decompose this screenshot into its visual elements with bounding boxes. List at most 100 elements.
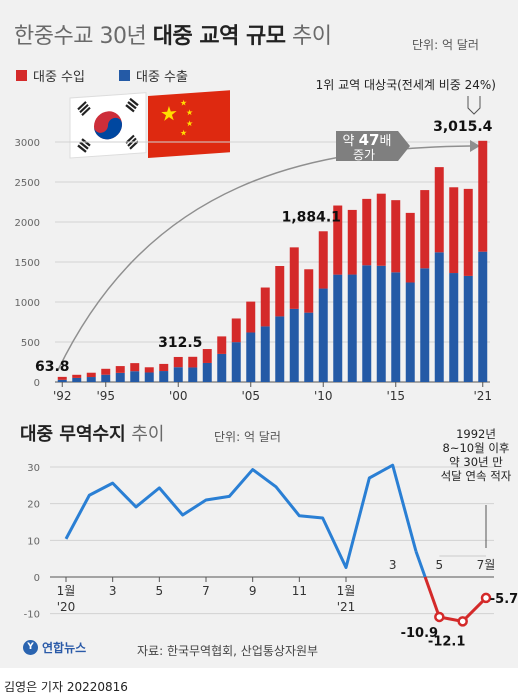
infographic-card: 한중수교 30년 대중 교역 규모 추이 단위: 억 달러 대중 수입 대중 수… [0,0,518,668]
trade-y-tick: 1000 [15,298,40,309]
bar-export-1994 [86,377,96,382]
balance-x-tick-label: 3 [109,584,117,598]
south-korea-flag [69,92,147,159]
bar-export-2012 [347,274,357,382]
legend-import: 대중 수입 [16,66,85,85]
svg-text:★: ★ [160,101,178,126]
bar-import-2018 [434,167,444,253]
bar-export-1995 [101,374,111,382]
bar-import-2009 [304,269,314,313]
trade-x-tick-label: '00 [169,389,188,403]
bar-export-2007 [275,316,285,382]
deficit-annotation-line: 석달 연속 적자 [441,469,512,483]
bar-export-2021 [478,251,488,382]
page-title: 한중수교 30년 대중 교역 규모 추이 [14,18,332,50]
trade-bars [57,140,488,382]
balance-y-tick: 20 [27,500,40,511]
balance-title-end: 추이 [131,424,165,445]
trade-y-tick: 1500 [15,258,40,269]
bar-export-2016 [405,282,415,382]
balance-gridlines [50,466,494,615]
trade-y-tick: 0 [34,378,40,389]
bar-export-2015 [391,272,401,382]
trade-x-tick-label: '15 [386,389,405,403]
balance-x-tick-label: '21 [337,600,356,614]
balance-y-tick: -10 [24,610,40,621]
balance-x-tick-label: 11 [292,584,307,598]
footer-strip: 김영은 기자 20220816 [0,668,518,700]
trade-y-tick: 500 [21,338,40,349]
legend-import-label: 대중 수입 [33,70,85,85]
deficit-annotation-line: 8~10월 이후 [443,441,510,455]
bar-export-2014 [376,265,386,382]
bar-export-2005 [246,332,256,382]
balance-y-ticks: -10 0 10 20 30 [24,463,40,621]
bar-export-2001 [188,367,198,382]
trade-data-label: 63.8 [35,359,70,375]
trade-x-tick-label: '10 [314,389,333,403]
bar-import-2020 [463,188,473,276]
bar-import-2006 [260,287,270,327]
trade-y-tick: 2000 [15,218,40,229]
bar-export-2004 [231,342,241,382]
balance-line-surplus [64,463,418,569]
bar-export-1997 [130,371,140,382]
bar-import-1998 [144,367,154,373]
balance-x-tick-label: 7 [202,584,210,598]
legend-import-swatch [16,70,27,81]
legend-export-label: 대중 수출 [136,70,188,85]
bar-export-2009 [304,312,314,382]
source-note: 자료: 한국무역협회, 산업통상자원부 [137,644,319,658]
trade-x-ticks: '92 '95 '00 '05 '10 '15 '21 [53,382,492,403]
china-flag: ★ ★ ★ ★ ★ [148,90,230,158]
balance-bridge-surplus [414,550,427,578]
yonhap-logo: Y 연합뉴스 [23,639,86,656]
bar-import-2003 [217,336,227,354]
balance-x-tick-label: 1월 [337,584,356,598]
trade-volume-chart: ★ ★ ★ ★ ★ 0 500 1000 1500 2000 2500 3000 63.8 3… [15,78,496,403]
bar-import-1995 [101,368,111,375]
bar-import-2010 [318,231,328,289]
balance-y-tick: 10 [27,536,40,547]
yonhap-logo-mark: Y [23,640,38,655]
bar-import-2016 [405,212,415,283]
rank-callout-pointer [467,96,481,115]
bar-export-1993 [72,377,82,382]
svg-text:★: ★ [186,108,193,117]
bar-import-2001 [188,356,198,368]
bar-export-1999 [159,371,169,382]
balance-title-bold: 대중 무역수지 [20,424,126,445]
trade-y-tick: 3000 [15,138,40,149]
bar-import-2008 [289,247,299,309]
balance-x-tick-label: 3 [389,558,397,572]
bar-import-2021 [478,140,488,252]
bar-export-2018 [434,252,444,382]
bar-export-2013 [362,265,372,382]
bar-import-2019 [449,187,459,274]
bar-export-2019 [449,273,459,382]
balance-x-tick-label: 7월 [477,558,496,572]
title-light: 한중수교 30년 [14,24,147,49]
title-bold: 대중 교역 규모 [152,24,286,49]
bar-import-2000 [173,356,183,368]
bar-import-2005 [246,301,256,333]
trade-x-tick-label: '92 [53,389,72,403]
bar-export-2017 [420,268,430,382]
bar-import-2007 [275,266,285,317]
balance-lines: -10.9-12.1 -5.7 [64,463,518,649]
bar-export-2003 [217,353,227,382]
trade-data-labels: 63.8 312.5 1,884.1 3,015.4 [35,119,493,375]
bar-import-1993 [72,374,82,378]
bar-import-1999 [159,363,169,372]
bar-export-2010 [318,288,328,382]
balance-title: 대중 무역수지 추이 [20,420,165,446]
bar-export-2008 [289,308,299,382]
bar-export-1996 [115,372,125,382]
trade-x-tick-label: '21 [473,389,492,403]
bar-import-2013 [362,198,372,266]
bar-import-1994 [86,372,96,378]
balance-x-tick-label: 9 [249,584,257,598]
bar-import-2011 [333,205,343,275]
bar-import-2017 [420,190,430,269]
